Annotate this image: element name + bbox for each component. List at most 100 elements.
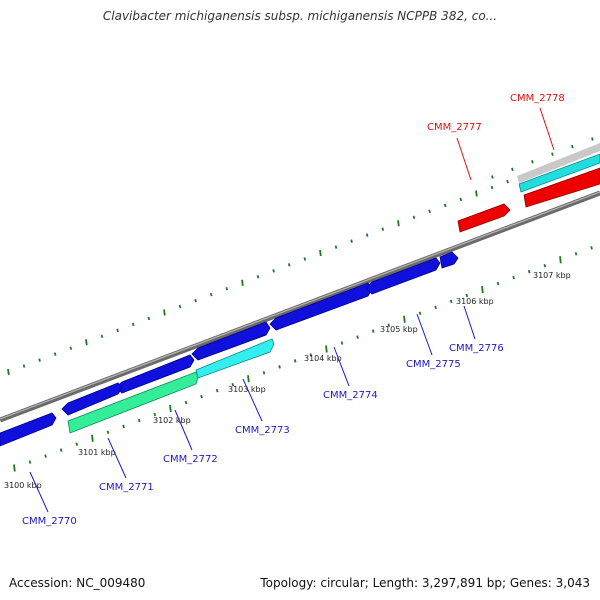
track-tick — [194, 298, 197, 303]
track-tick — [449, 299, 453, 304]
gene-arrow-cmm_2775[interactable] — [269, 282, 373, 331]
gene-label-cmm_2773[interactable]: CMM_2773 — [235, 425, 290, 436]
kbp-tick-label: 3104 kbp — [304, 354, 342, 363]
gene-arrow-cmm_2772[interactable] — [67, 371, 199, 434]
track-tick — [209, 292, 213, 297]
track-tick — [225, 286, 229, 291]
kbp-tick-labels: 3100 kbp 3101 kbp 3102 kbp 3103 kbp 3104 kbp… — [4, 271, 571, 490]
gene-leader-line — [416, 313, 433, 356]
gene-arrow-cmm_2771[interactable] — [61, 382, 123, 416]
track-tick — [184, 400, 188, 405]
kbp-tick-label: 3100 kbp — [4, 481, 42, 490]
track-tick — [506, 179, 509, 184]
track-tick — [590, 246, 593, 250]
track-tick — [571, 144, 574, 149]
gene-arrow-cmm_2778[interactable] — [523, 167, 600, 208]
genome-backbone — [0, 190, 600, 423]
track-tick — [256, 275, 260, 279]
track-tick — [38, 358, 41, 362]
gene-label-cmm_2778[interactable]: CMM_2778 — [510, 93, 565, 104]
gene-leader-line — [456, 137, 472, 181]
gene-track — [0, 167, 600, 447]
track-tick — [215, 388, 219, 393]
track-tick — [28, 460, 32, 464]
genome-stats-label: Topology: circular; Length: 3,297,891 bp… — [260, 576, 590, 590]
track-tick — [131, 322, 135, 327]
track-tick — [200, 394, 203, 399]
track-tick — [122, 424, 125, 429]
track-tick — [137, 418, 141, 423]
gene-labels: CMM_2770 CMM_2771 CMM_2772 CMM_2773 CMM_2774… — [22, 93, 565, 527]
gene-label-cmm_2776[interactable]: CMM_2776 — [449, 343, 504, 354]
kbp-tick-label: 3101 kbp — [78, 448, 116, 457]
kbp-tick-label: 3106 kbp — [456, 297, 494, 306]
track-tick — [169, 404, 172, 413]
track-tick — [272, 269, 275, 273]
gene-arrow-unlabeled — [439, 251, 459, 269]
track-tick — [163, 309, 166, 316]
gene-arrow-cmm_2774[interactable] — [191, 321, 271, 361]
track-tick — [350, 239, 353, 243]
track-tick — [309, 353, 313, 357]
track-tick — [100, 334, 104, 339]
kbp-tick-label: 3102 kbp — [153, 416, 191, 425]
gene-arrow-cmm_2773[interactable] — [195, 338, 275, 379]
lower-dotted-track — [13, 246, 593, 472]
gene-label-cmm_2777[interactable]: CMM_2777 — [427, 122, 482, 133]
gene-leader-line — [29, 471, 49, 513]
track-tick — [551, 152, 554, 156]
track-tick — [262, 371, 266, 375]
track-tick — [434, 305, 437, 310]
track-tick — [53, 352, 57, 356]
gene-leader-line — [242, 378, 263, 422]
track-tick — [511, 167, 514, 172]
track-tick — [303, 257, 307, 261]
track-tick — [512, 275, 515, 280]
track-tick — [356, 335, 359, 339]
gene-arrow-cmm_2776[interactable] — [365, 257, 441, 295]
track-tick — [412, 215, 416, 220]
gene-label-cmm_2775[interactable]: CMM_2775 — [406, 359, 461, 370]
gene-leader-line — [107, 437, 127, 479]
gene-arrow-cmm_2770[interactable] — [0, 412, 57, 447]
track-tick — [247, 375, 250, 383]
gene-label-cmm_2774[interactable]: CMM_2774 — [323, 390, 378, 401]
track-tick — [69, 346, 73, 350]
gene-arrow-partial-gray — [517, 143, 600, 183]
track-tick — [325, 345, 328, 353]
map-title: Clavibacter michiganensis subsp. michiga… — [102, 9, 498, 23]
track-tick — [491, 175, 494, 179]
upper-dotted-track — [7, 137, 594, 376]
gene-label-cmm_2771[interactable]: CMM_2771 — [99, 482, 154, 493]
track-tick — [591, 137, 594, 141]
track-tick — [334, 245, 338, 249]
track-tick — [91, 434, 94, 442]
track-tick — [531, 160, 534, 164]
track-tick — [106, 430, 110, 435]
gene-leader-line — [174, 409, 193, 451]
track-tick — [475, 190, 478, 197]
gene-label-cmm_2770[interactable]: CMM_2770 — [22, 516, 77, 527]
gene-leader-line — [539, 107, 555, 151]
track-tick — [387, 323, 391, 327]
track-tick — [287, 263, 291, 267]
genome-backbone-highlight — [0, 191, 600, 420]
gene-label-cmm_2772[interactable]: CMM_2772 — [163, 454, 218, 465]
track-tick — [44, 454, 47, 458]
kbp-tick-label: 3107 kbp — [533, 271, 571, 280]
track-tick — [403, 315, 406, 323]
gene-arrow-partial-cyan — [518, 153, 600, 193]
track-tick — [241, 279, 244, 286]
track-tick — [527, 269, 531, 274]
track-tick — [231, 382, 235, 387]
track-tick — [481, 285, 484, 294]
track-tick — [116, 328, 119, 333]
gene-leader-line — [463, 305, 476, 340]
gene-leader-line — [333, 346, 350, 387]
track-tick — [22, 364, 26, 368]
track-tick — [496, 281, 500, 286]
gene-arrow-cmm_2777[interactable] — [457, 203, 511, 233]
accession-label: Accession: NC_009480 — [9, 576, 146, 590]
kbp-tick-label: 3105 kbp — [380, 325, 418, 334]
